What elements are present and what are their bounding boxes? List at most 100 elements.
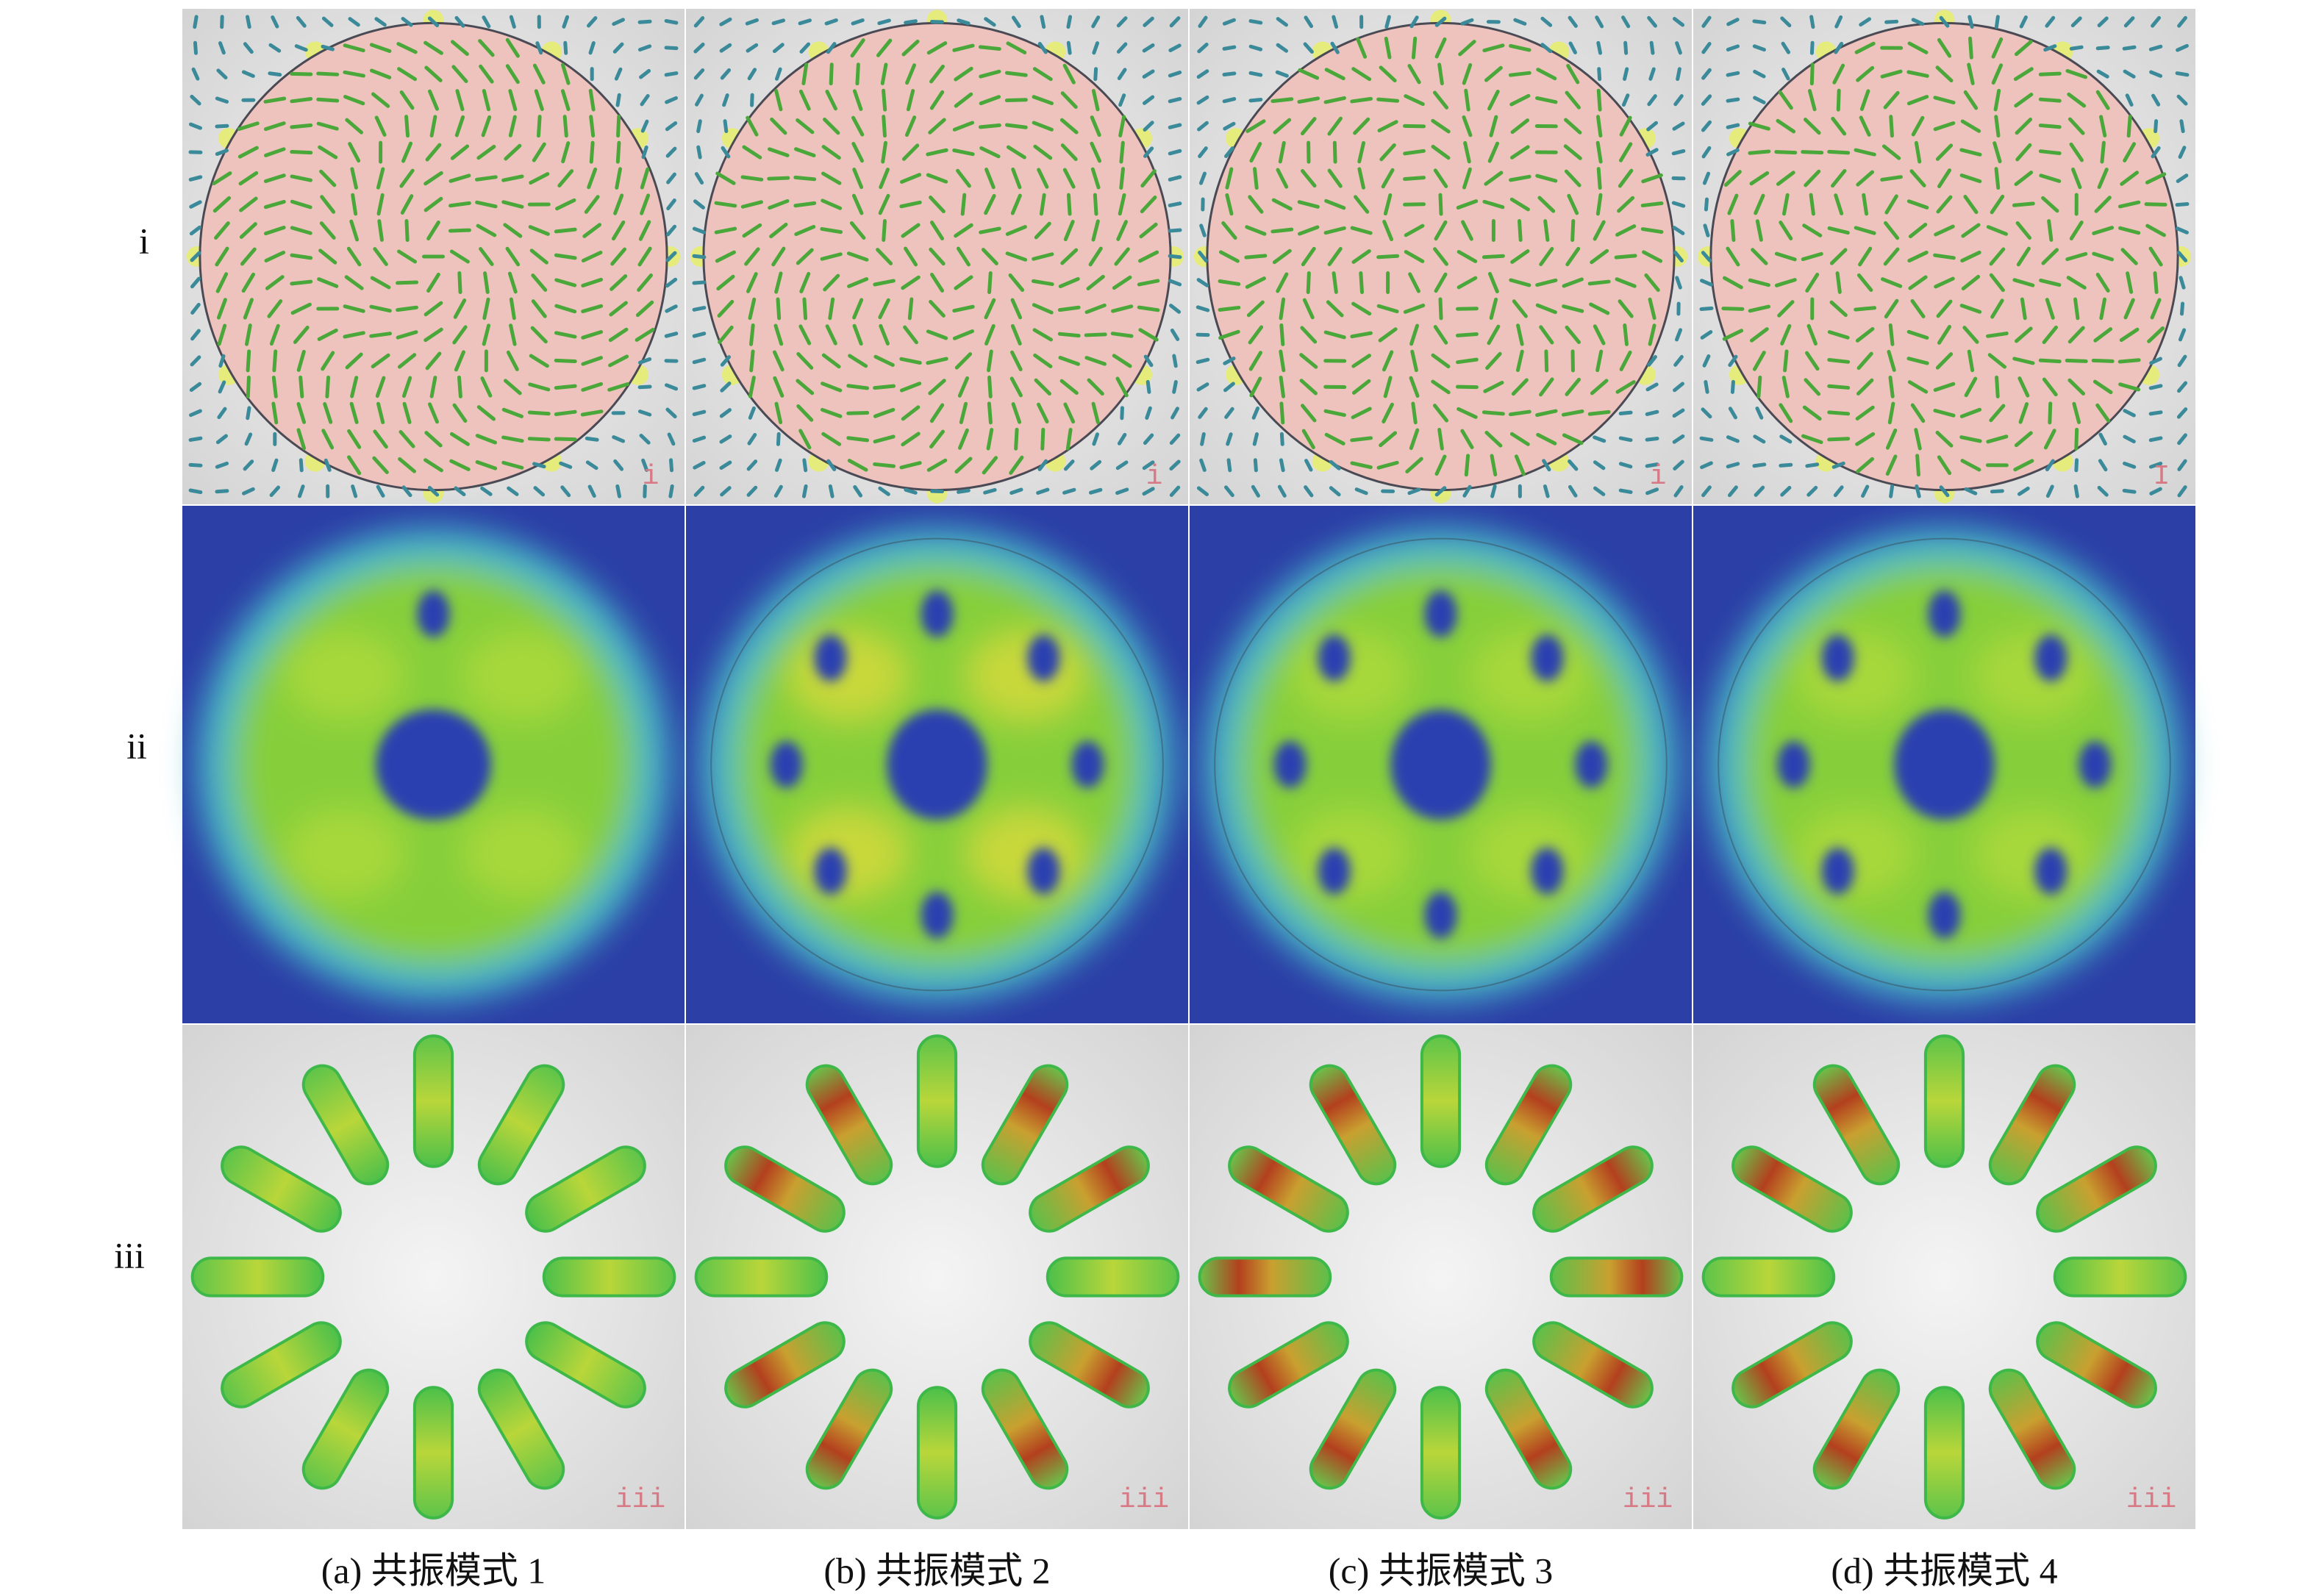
arrow bbox=[371, 353, 390, 369]
arrow bbox=[1672, 434, 1685, 444]
arrow bbox=[1908, 222, 1928, 239]
arrow bbox=[612, 435, 626, 443]
arrow bbox=[297, 484, 305, 498]
arrow bbox=[482, 89, 490, 112]
arrow bbox=[241, 70, 255, 78]
arrow bbox=[1142, 43, 1155, 53]
arrow bbox=[1037, 459, 1048, 471]
arrow bbox=[742, 145, 762, 160]
arrow bbox=[475, 175, 498, 182]
row-label: i bbox=[139, 220, 149, 261]
arrow bbox=[349, 401, 359, 424]
arrow bbox=[821, 145, 841, 160]
arrow bbox=[1011, 15, 1021, 29]
arrow bbox=[2145, 223, 2166, 237]
arrow bbox=[475, 200, 498, 209]
arrow bbox=[268, 43, 282, 53]
arrow bbox=[851, 115, 865, 137]
arrow bbox=[1990, 489, 2004, 494]
arrow bbox=[1461, 220, 1473, 241]
arrow bbox=[375, 376, 386, 398]
arrow bbox=[217, 323, 227, 346]
arrow bbox=[772, 43, 784, 54]
arrow bbox=[1914, 140, 1922, 164]
arrow bbox=[1565, 325, 1581, 344]
arrow bbox=[2020, 297, 2027, 321]
arrow bbox=[1728, 354, 1738, 368]
arrow bbox=[239, 222, 257, 239]
arrow bbox=[374, 17, 387, 27]
arrow bbox=[1487, 141, 1500, 163]
arrow bbox=[669, 458, 674, 473]
arrow bbox=[1252, 432, 1259, 446]
arrow bbox=[929, 196, 946, 214]
arrow bbox=[1120, 406, 1124, 421]
arrow bbox=[1994, 15, 2000, 29]
arrow bbox=[692, 280, 707, 285]
arrow bbox=[1539, 325, 1554, 345]
arrow bbox=[1615, 380, 1636, 394]
arrow bbox=[749, 349, 755, 373]
arrow bbox=[1140, 196, 1157, 214]
arrow bbox=[749, 323, 755, 346]
arrow bbox=[1887, 349, 1896, 372]
arrow bbox=[794, 224, 816, 237]
arrow bbox=[1544, 349, 1549, 373]
arrow bbox=[324, 458, 332, 472]
arrow bbox=[1327, 246, 1343, 267]
arrow bbox=[1726, 462, 1740, 469]
arrow bbox=[1432, 90, 1449, 110]
arrow bbox=[2117, 358, 2141, 364]
arrow bbox=[1169, 16, 1181, 28]
arrow bbox=[554, 358, 577, 363]
arrow bbox=[1727, 193, 1739, 215]
arrow bbox=[1196, 486, 1209, 497]
arrow bbox=[1199, 458, 1207, 472]
arrow bbox=[1248, 44, 1263, 51]
arrow bbox=[1460, 429, 1474, 450]
arrow bbox=[2066, 276, 2087, 290]
arrow bbox=[1832, 63, 1845, 85]
arrow bbox=[263, 121, 286, 132]
arrow bbox=[1536, 432, 1557, 445]
arrow bbox=[637, 44, 652, 52]
arrow bbox=[1118, 115, 1126, 137]
arrow bbox=[2175, 71, 2190, 77]
arrow bbox=[1834, 193, 1844, 215]
arrow bbox=[400, 194, 414, 215]
arrow bbox=[929, 403, 945, 423]
arrow bbox=[1009, 455, 1024, 475]
arrow bbox=[448, 201, 471, 208]
arrow bbox=[1225, 193, 1234, 216]
arrow bbox=[427, 16, 440, 28]
arrow bbox=[215, 246, 229, 267]
arrow bbox=[321, 44, 335, 51]
arrow bbox=[823, 273, 840, 292]
arrow bbox=[1803, 118, 1821, 135]
arrow bbox=[1831, 461, 1845, 469]
arrow bbox=[1781, 41, 1791, 54]
arrow bbox=[1062, 168, 1076, 189]
caption: (b) 共振模式 2 bbox=[823, 1550, 1050, 1591]
arrow bbox=[2122, 488, 2137, 494]
arrow bbox=[317, 328, 338, 341]
arrow bbox=[1774, 150, 1798, 155]
arrow bbox=[1673, 459, 1684, 470]
arrow bbox=[243, 459, 254, 471]
arrow bbox=[1933, 382, 1956, 392]
arrow bbox=[1567, 193, 1579, 215]
arrow bbox=[317, 277, 339, 288]
arrow bbox=[218, 354, 226, 368]
arrow bbox=[1990, 298, 2004, 319]
arrow bbox=[903, 325, 918, 345]
arrow bbox=[554, 278, 577, 287]
arrow bbox=[978, 123, 1001, 129]
arrow bbox=[823, 117, 840, 135]
arrow bbox=[1854, 41, 1876, 54]
arrow bbox=[1032, 67, 1053, 82]
rod bbox=[1731, 1321, 1853, 1409]
arrow bbox=[1939, 15, 1950, 28]
arrow bbox=[1854, 148, 1876, 157]
arrow bbox=[2123, 142, 2137, 162]
arrow bbox=[748, 376, 756, 398]
